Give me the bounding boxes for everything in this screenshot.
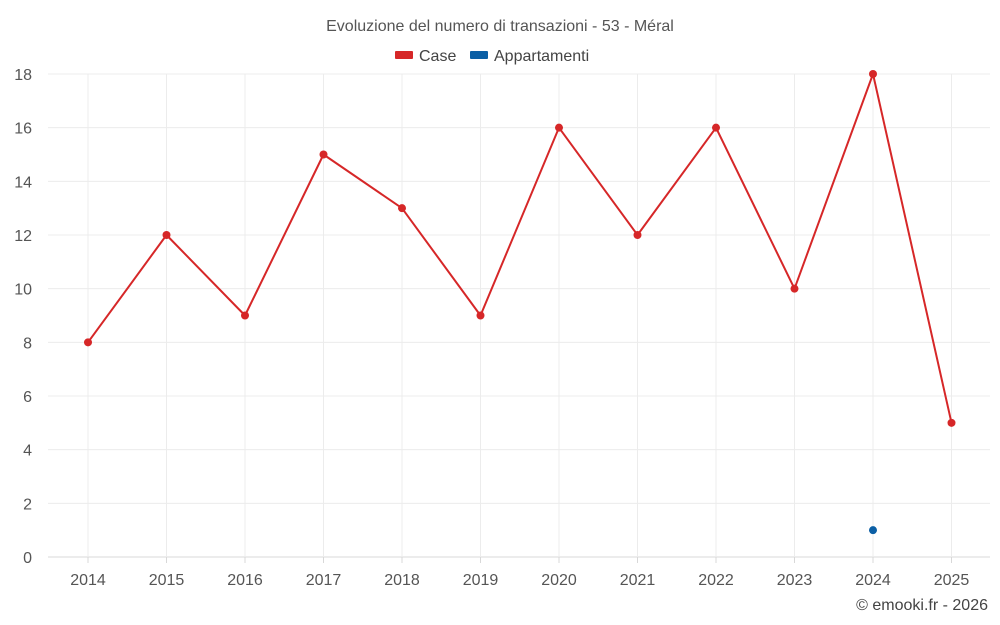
- data-point-case[interactable]: [162, 231, 171, 239]
- legend: Case Appartamenti: [395, 48, 589, 65]
- data-point-appartamenti[interactable]: [869, 526, 877, 535]
- x-tick-label: 2021: [620, 572, 656, 589]
- axes: 0 2 4 6 8 10 12 14 16 18 2014 2015 2016 2017 2018 2019 2…: [14, 67, 969, 589]
- data-point-case[interactable]: [398, 204, 406, 213]
- x-tick-label: 2020: [541, 572, 577, 589]
- chart-title: Evoluzione del numero di transazioni - 5…: [326, 18, 674, 35]
- series-line-case: [87, 73, 953, 424]
- x-tick-label: 2014: [70, 572, 106, 589]
- x-tick-label: 2019: [463, 572, 499, 589]
- data-point-case[interactable]: [790, 284, 799, 293]
- data-point-case[interactable]: [869, 70, 877, 78]
- x-tick-label: 2018: [384, 572, 420, 589]
- y-tick-label: 4: [23, 443, 32, 460]
- y-tick-label: 2: [23, 496, 32, 513]
- data-point-case[interactable]: [555, 123, 563, 132]
- y-tick-label: 12: [14, 228, 32, 245]
- legend-item-case[interactable]: Case: [395, 48, 456, 65]
- x-tick-label: 2015: [149, 572, 185, 589]
- data-point-case[interactable]: [947, 418, 956, 427]
- x-tick-label: 2016: [227, 572, 263, 589]
- data-point-case[interactable]: [476, 311, 485, 320]
- legend-swatch-appartamenti: [470, 51, 488, 59]
- legend-swatch-case: [395, 51, 413, 59]
- data-point-case[interactable]: [712, 123, 720, 132]
- x-tick-label: 2024: [855, 572, 891, 589]
- y-tick-label: 10: [14, 282, 32, 299]
- y-tick-label: 0: [23, 550, 32, 567]
- x-tick-label: 2022: [698, 572, 734, 589]
- grid: [48, 73, 990, 558]
- y-tick-label: 16: [14, 121, 32, 138]
- legend-item-appartamenti[interactable]: Appartamenti: [470, 48, 589, 65]
- y-tick-label: 18: [14, 67, 32, 84]
- y-tick-label: 8: [23, 335, 32, 352]
- legend-label-appartamenti: Appartamenti: [494, 48, 589, 65]
- data-point-case[interactable]: [319, 150, 328, 159]
- series: [84, 70, 956, 535]
- credit-text: © emooki.fr - 2026: [856, 597, 988, 614]
- x-tick-label: 2017: [306, 572, 342, 589]
- y-tick-label: 14: [14, 174, 32, 191]
- data-point-case[interactable]: [633, 231, 642, 239]
- data-point-case[interactable]: [241, 311, 249, 320]
- x-tick-label: 2025: [934, 572, 970, 589]
- y-tick-label: 6: [23, 389, 32, 406]
- data-point-case[interactable]: [84, 338, 92, 347]
- legend-label-case: Case: [419, 48, 456, 65]
- x-tick-label: 2023: [777, 572, 813, 589]
